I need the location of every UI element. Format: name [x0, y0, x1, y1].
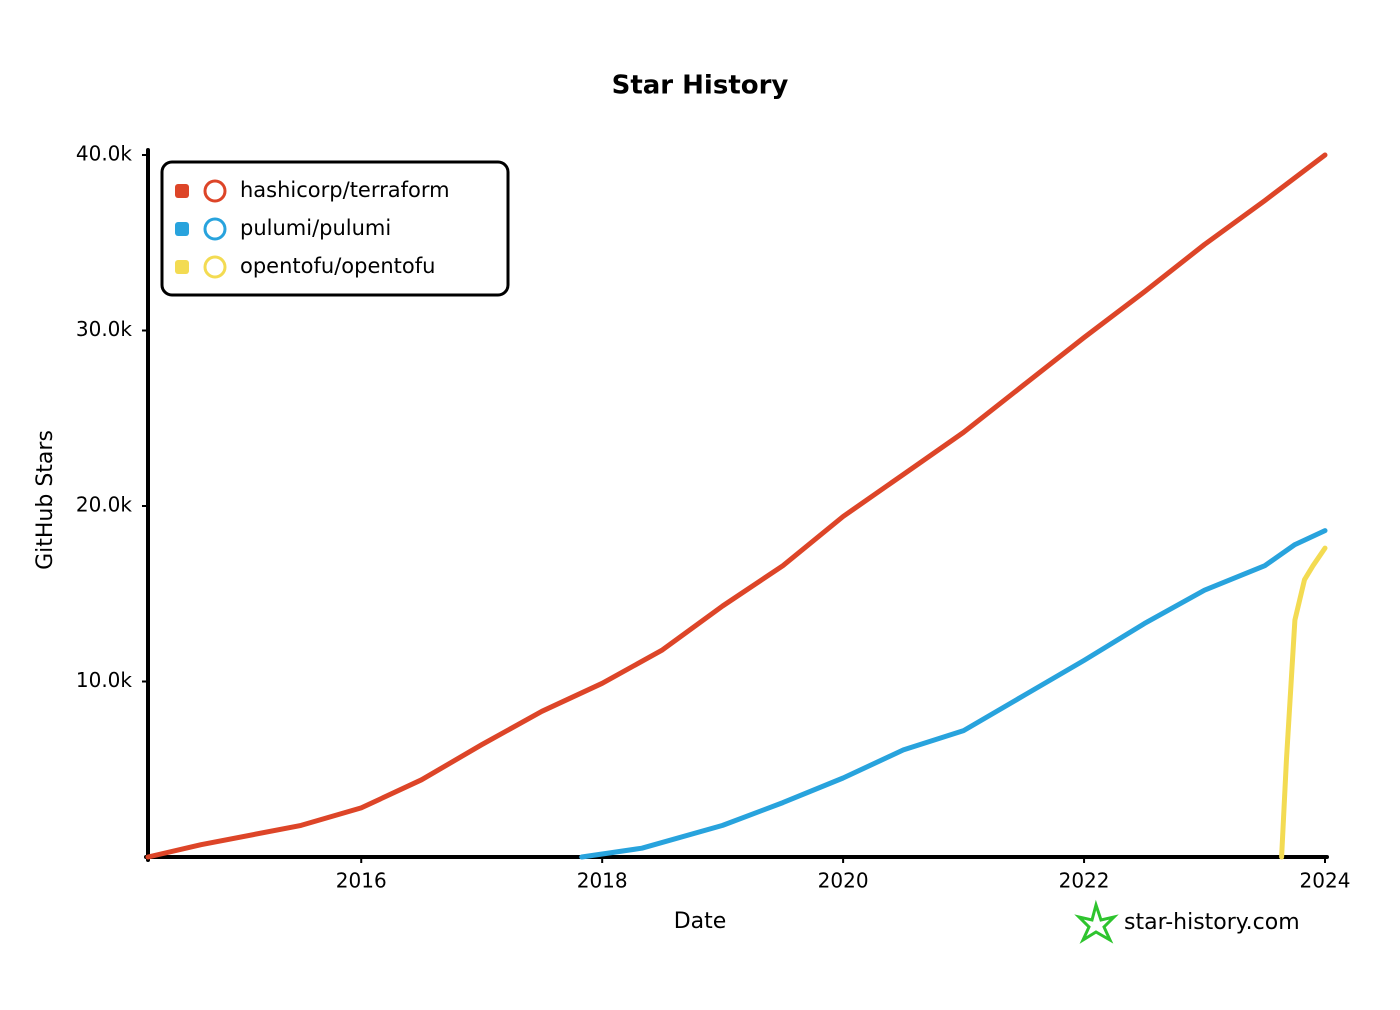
chart-title: Star History	[612, 71, 789, 101]
series-line	[579, 528, 1328, 860]
y-tick-label: 40.0k	[76, 142, 133, 166]
legend-icon	[203, 255, 227, 279]
watermark-icon	[1074, 899, 1119, 944]
x-tick-label: 2018	[577, 869, 628, 893]
x-tick-label: 2016	[336, 869, 387, 893]
y-tick-label: 10.0k	[76, 668, 133, 692]
legend-label: pulumi/pulumi	[240, 216, 391, 240]
y-tick-label: 20.0k	[76, 493, 133, 517]
legend-swatch	[175, 184, 189, 198]
y-axis-label: GitHub Stars	[33, 430, 58, 570]
legend-box	[160, 160, 510, 297]
legend-label: opentofu/opentofu	[240, 254, 435, 278]
x-axis-label: Date	[674, 909, 727, 934]
watermark: star-history.com	[1074, 899, 1300, 944]
legend-swatch	[175, 222, 189, 236]
x-tick-label: 2024	[1300, 869, 1351, 893]
legend-icon	[203, 179, 227, 203]
legend-swatch	[175, 260, 189, 274]
watermark-text: star-history.com	[1124, 910, 1300, 935]
legend-label: hashicorp/terraform	[240, 178, 450, 202]
series-line	[1279, 545, 1328, 860]
x-tick-label: 2022	[1059, 869, 1110, 893]
x-tick-label: 2020	[818, 869, 869, 893]
series-line	[145, 152, 1328, 860]
legend-icon	[203, 217, 227, 241]
y-tick-label: 30.0k	[76, 317, 133, 341]
